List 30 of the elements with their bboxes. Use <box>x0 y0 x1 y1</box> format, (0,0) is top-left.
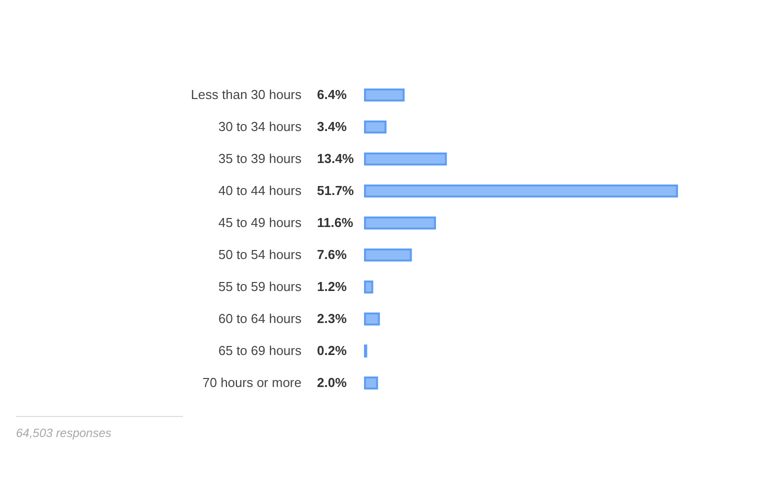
data-label: 6.4% <box>317 87 348 102</box>
data-label: 0.2% <box>317 343 348 358</box>
bar <box>364 120 387 134</box>
y-tick-label: 30 to 34 hours <box>218 119 302 134</box>
y-tick-label: Less than 30 hours <box>190 87 302 102</box>
data-label: 13.4% <box>317 151 354 166</box>
bar <box>364 184 678 198</box>
data-label: 3.4% <box>317 119 348 134</box>
data-label: 11.6% <box>317 215 354 230</box>
bar <box>364 280 374 294</box>
y-tick-label: 60 to 64 hours <box>218 311 302 326</box>
data-label: 2.0% <box>317 375 348 390</box>
data-label: 51.7% <box>317 183 354 198</box>
bar <box>364 88 405 102</box>
bar <box>364 152 447 166</box>
y-tick-label: 65 to 69 hours <box>218 343 302 358</box>
bar <box>364 312 380 326</box>
y-tick-label: 40 to 44 hours <box>218 183 302 198</box>
text: 64,503 responses <box>16 426 112 440</box>
bar <box>364 376 378 390</box>
y-tick-label: 50 to 54 hours <box>218 247 302 262</box>
y-tick-label: 55 to 59 hours <box>218 279 302 294</box>
bar <box>364 248 412 262</box>
y-tick-label: 45 to 49 hours <box>218 215 302 230</box>
data-label: 1.2% <box>317 279 348 294</box>
data-label: 2.3% <box>317 311 348 326</box>
y-tick-label: 35 to 39 hours <box>218 151 302 166</box>
data-label: 7.6% <box>317 247 348 262</box>
bar <box>364 216 436 230</box>
y-tick-label: 70 hours or more <box>202 375 302 390</box>
